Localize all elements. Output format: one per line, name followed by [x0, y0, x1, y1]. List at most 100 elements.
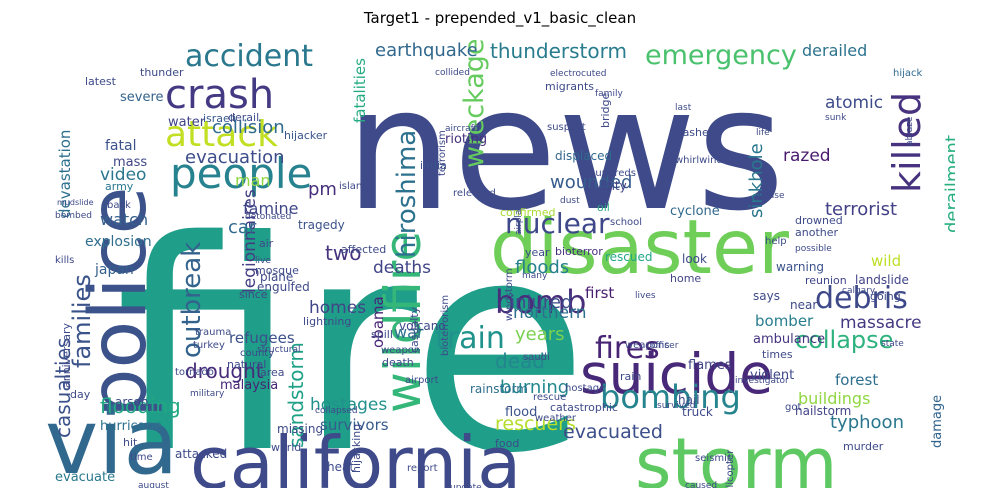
word-natural: natural [227, 358, 266, 371]
word-people: people [170, 149, 312, 198]
word-via: via [45, 390, 178, 488]
word-crashed: crashed [672, 126, 716, 139]
word-last: last [675, 103, 692, 113]
word-spill: spill [371, 328, 393, 341]
word-near: near [790, 298, 817, 312]
word-video: video [100, 165, 146, 185]
word-hijack: hijack [893, 68, 923, 79]
word-collision: collision [212, 117, 285, 138]
word-drowned: drowned [795, 214, 843, 227]
word-deaths: deaths [373, 258, 431, 278]
word-air: air [259, 237, 274, 250]
word-mass: mass [113, 155, 147, 170]
word-flooding: flooding [100, 394, 181, 418]
word-tragedy: tragedy [298, 218, 345, 232]
word-first: first [585, 284, 614, 302]
word-japan: japan [94, 262, 134, 278]
word-home: home [670, 272, 701, 285]
word-bomb: bomb [495, 283, 586, 321]
word-bioterror: bioterror [555, 245, 603, 258]
word-wounded: wounded [550, 172, 632, 193]
word-derail: derail [228, 111, 259, 124]
word-explosion: explosion [85, 234, 152, 250]
word-saudi: saudi [523, 352, 550, 363]
word-oil: oil [597, 201, 610, 214]
word-today: today [598, 180, 608, 206]
word-survivors: survivors [320, 416, 389, 434]
word-going: going [870, 290, 901, 303]
word-island: island [339, 181, 369, 192]
word-california: california [190, 421, 521, 488]
word-devastation: devastation [56, 130, 74, 218]
word-homes: homes [309, 298, 366, 318]
word-hijacker: hijacker [284, 129, 328, 142]
word-look: look [682, 252, 707, 266]
word-calgary: calgary [842, 286, 876, 296]
word-latest: latest [85, 75, 117, 88]
word-hijacking: hijacking [350, 424, 363, 473]
word-landslide: landslide [855, 273, 909, 287]
word-life: life [756, 128, 770, 138]
word-turkey: turkey [193, 340, 225, 351]
word-attacked: attacked [175, 447, 227, 461]
word-pm: pm [308, 179, 337, 200]
word-mosque: mosque [255, 264, 299, 277]
word-weapons: weapons [625, 340, 669, 351]
word-crash: crash [165, 72, 274, 118]
word-report: report [407, 463, 438, 474]
word-damage: damage [930, 395, 945, 448]
word-murder: murder [843, 440, 884, 453]
word-says: says [753, 289, 780, 303]
word-army: army [105, 180, 134, 193]
word-displaced: displaced [555, 149, 612, 163]
word-wildfire: wildfire [374, 231, 432, 413]
word-truck: truck [682, 405, 713, 419]
word-evacuation: evacuation [185, 147, 285, 168]
word-arson: arson [115, 395, 149, 409]
word-time: time [130, 452, 153, 463]
word-weather: weather [535, 413, 577, 424]
word-weapon: weapon [381, 345, 420, 356]
word-atomic: atomic [825, 93, 883, 113]
word-hundreds: hundreds [589, 168, 636, 179]
word-burning: burning [500, 377, 569, 398]
word-dust: dust [560, 196, 580, 206]
word-police: police [74, 187, 164, 418]
word-caused: caused [685, 481, 717, 488]
word-evacuated: evacuated [563, 421, 663, 443]
word-another: another [795, 226, 838, 239]
word-warning: warning [776, 260, 824, 274]
word-plane: plane [260, 270, 293, 284]
word-sinkhole: sinkhole [746, 143, 767, 218]
word-family: family [595, 89, 623, 99]
word-disaster: disaster [490, 203, 789, 291]
word-buildings: buildings [798, 389, 870, 408]
word-affected: affected [341, 243, 386, 256]
word-northern: northern [513, 303, 587, 323]
word-fire: fire [115, 180, 589, 488]
word-helicopter: helicopter [725, 449, 736, 488]
word-trauma: trauma [195, 327, 231, 338]
word-help: help [765, 236, 787, 247]
word-investigator: investigator [735, 376, 789, 386]
word-accident: accident [185, 39, 313, 74]
word-back: back [107, 200, 131, 211]
word-day: day [70, 388, 91, 401]
word-wild: wild [871, 252, 901, 270]
word-bombed: bombed [55, 211, 92, 221]
word-year: year [525, 246, 550, 259]
word-lightning: lightning [303, 315, 351, 328]
word-news: news [345, 51, 785, 249]
word-thunderstorm: thunderstorm [490, 39, 627, 63]
word-electrocuted: electrocuted [550, 69, 607, 79]
word-bomber: bomber [755, 312, 814, 330]
word-malaysia: malaysia [220, 378, 278, 393]
word-water: water [168, 115, 206, 130]
word-rioting: rioting [445, 132, 487, 147]
word-update: update [450, 483, 482, 488]
word-terrorism: terrorism [437, 130, 448, 176]
word-since: since [239, 288, 268, 301]
word-attack: attack [165, 114, 278, 155]
word-august: august [138, 481, 169, 488]
word-ambulance: ambulance [753, 332, 825, 347]
